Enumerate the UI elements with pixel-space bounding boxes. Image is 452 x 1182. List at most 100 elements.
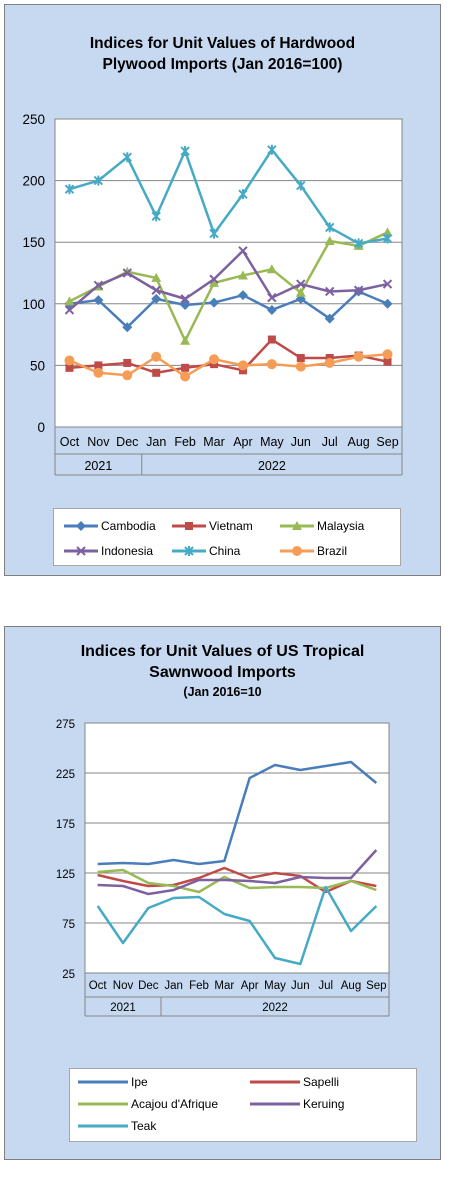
plywood-data-point [266,264,277,274]
plywood-data-point [295,361,306,372]
plywood-data-point [122,370,133,381]
plywood-data-point [382,349,393,360]
plywood-line-chart: 0 50 100 150 200 250 Oct Nov Dec Jan Feb Mar Apr May J… [22,112,403,476]
legend-swatch-keruing [250,1102,300,1106]
plywood-plot-area [54,118,403,428]
plywood-data-point [151,272,162,282]
plywood-data-point [237,360,248,371]
plywood-data-point [181,363,190,372]
plywood-data-point [324,313,335,324]
sawnwood-x-tick-label: Mar [214,980,234,992]
legend-label: Sapelli [303,1074,340,1089]
plywood-data-point [65,363,74,372]
plywood-data-point [296,354,305,363]
plywood-y-tick-label: 50 [30,358,45,373]
legend-swatch-vietnam [172,521,206,530]
plywood-data-point [267,292,277,303]
legend-label: Cambodia [101,518,156,533]
legend-item-cambodia: Cambodia [64,518,156,533]
plywood-chart-title: Indices for Unit Values of Hardwood Plyw… [5,33,440,75]
plywood-y-tick-label: 150 [22,235,45,250]
plywood-data-point [238,246,248,256]
legend-marker [76,520,86,531]
sawnwood-line-chart: 25 75 125 175 225 275 Oct Nov Dec Jan Feb Mar Apr May… [56,719,390,1017]
plywood-legend: Cambodia Vietnam Malaysia Indonesia China Bra… [53,508,401,566]
sawnwood-series-line [97,866,377,894]
plywood-data-point [266,359,277,370]
legend-item-vietnam: Vietnam [172,518,253,533]
legend-marker [292,520,302,530]
legend-item-teak: Teak [78,1118,156,1133]
plywood-x-tick-label: May [260,435,284,449]
plywood-data-point [382,233,393,244]
legend-marker [185,521,193,530]
sawnwood-x-tick-label: Oct [89,980,108,992]
plywood-data-point [383,357,392,366]
plywood-data-point [93,295,104,306]
plywood-data-point [151,285,161,295]
plywood-data-point [353,238,364,249]
sawnwood-x-tick-label: May [264,980,286,992]
plywood-series-brazil [64,349,393,382]
plywood-data-point [267,144,277,155]
plywood-series-china [64,144,393,249]
legend-label: Keruing [303,1096,345,1111]
plywood-data-point [122,268,132,278]
plywood-y-tick-label: 0 [37,420,45,435]
sawnwood-series-line [97,760,378,866]
plywood-data-point [209,274,219,284]
plywood-y-tick-label: 100 [22,297,45,312]
plywood-data-point [382,227,393,237]
sawnwood-title-line-2: Sawnwood Imports [149,664,296,681]
legend-item-brazil: Brazil [280,543,347,558]
plywood-x-tick-label: Nov [87,435,110,449]
plywood-data-point [180,371,191,382]
legend-label: Vietnam [209,518,253,533]
plywood-x-tick-label: Oct [60,435,80,449]
plywood-data-point [209,354,220,365]
plywood-series-line [69,148,388,245]
plywood-series-line [69,338,388,375]
legend-swatch-malaysia [280,520,314,530]
sawnwood-x-tick-label: Feb [189,980,209,992]
plywood-data-point [94,361,103,370]
plywood-x-tick-label: Jun [291,435,311,449]
plywood-x-tick-label: Mar [203,435,225,449]
legend-item-acajou-d-afrique: Acajou d'Afrique [78,1096,218,1111]
sawnwood-year-label: 2021 [110,1002,136,1014]
plywood-data-point [325,222,335,233]
plywood-data-point [122,152,132,163]
plywood-x-tick-label: Apr [233,435,252,449]
plywood-data-point [237,270,248,280]
legend-swatch-acajou-d-afrique [78,1102,128,1106]
plywood-data-point [123,358,132,367]
plywood-data-point [324,235,335,245]
sawnwood-y-tick-label: 275 [56,719,75,731]
plywood-data-point [324,357,335,368]
plywood-data-point [296,180,306,191]
legend-swatch-china [172,545,206,556]
legend-label: Brazil [317,543,348,558]
plywood-data-point [93,280,104,291]
plywood-data-point [353,285,364,295]
legend-item-china: China [172,543,240,558]
sawnwood-title-line-1: Indices for Unit Values of US Tropical [80,643,365,660]
legend-item-ipe: Ipe [78,1074,148,1089]
legend-marker [76,546,86,556]
sawnwood-series-sapelli [97,866,377,894]
plywood-data-point [180,294,190,304]
sawnwood-plot-area [84,722,390,974]
plywood-data-point [64,305,75,315]
sawnwood-x-tick-label: Apr [241,980,259,992]
legend-swatch-ipe [78,1080,128,1084]
plywood-series-indonesia [64,246,393,315]
legend-swatch-indonesia [64,546,98,556]
plywood-data-point [237,290,248,301]
sawnwood-series-keruing [97,849,378,896]
legend-swatch-cambodia [64,520,98,531]
legend-marker [184,545,194,556]
legend-label: China [209,543,241,558]
plywood-y-tick-label: 200 [22,174,45,189]
plywood-x-tick-label: Feb [174,435,196,449]
sawnwood-chart-panel: Indices for Unit Values of US Tropical S… [4,626,441,1160]
